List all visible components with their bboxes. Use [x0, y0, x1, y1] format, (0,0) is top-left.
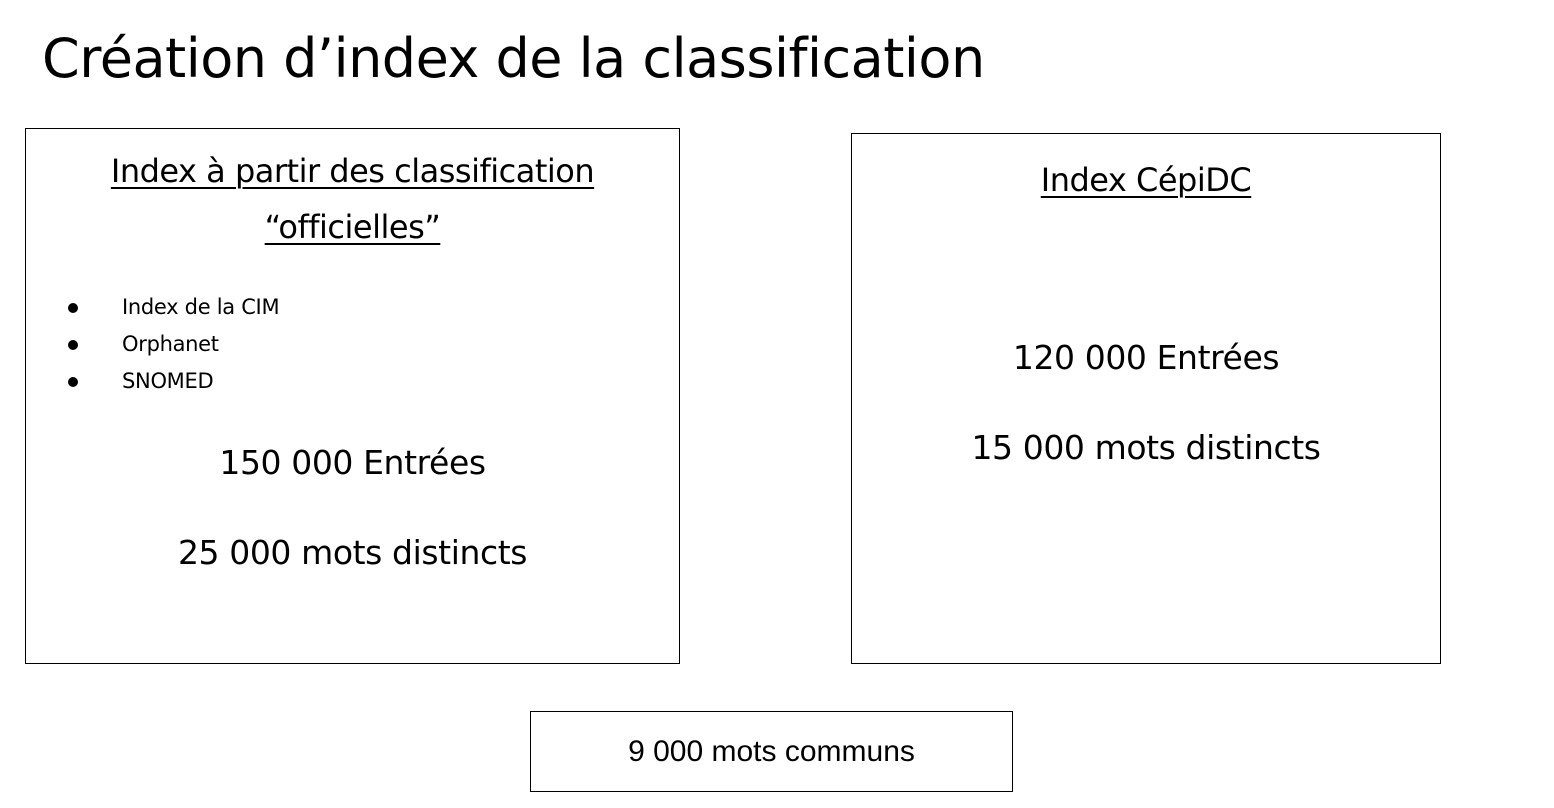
cepidc-distinct-words: 15 000 mots distincts: [971, 428, 1321, 467]
common-words-label: 9 000 mots communs: [628, 735, 915, 768]
official-distinct-words: 25 000 mots distincts: [177, 533, 528, 572]
official-index-heading: Index à partir des classification “offic…: [26, 143, 679, 255]
cepidc-entries-count: 120 000 Entrées: [1012, 338, 1280, 377]
bullet-icon: [68, 303, 78, 313]
source-label-orphanet: Orphanet: [122, 332, 219, 356]
common-words-box: 9 000 mots communs: [530, 711, 1013, 792]
official-index-heading-line2: “officielles”: [264, 208, 441, 246]
cepidc-index-heading: Index CépiDC: [852, 152, 1440, 208]
official-index-heading-line1: Index à partir des classification: [110, 152, 595, 190]
bullet-icon: [68, 340, 78, 350]
official-entries-count: 150 000 Entrées: [219, 443, 486, 482]
official-index-box: Index à partir des classification “offic…: [25, 128, 680, 664]
source-label-cim: Index de la CIM: [122, 295, 280, 319]
cepidc-index-box: Index CépiDC 120 000 Entrées 15 000 mots…: [851, 133, 1441, 664]
source-label-snomed: SNOMED: [122, 369, 214, 393]
cepidc-index-heading-text: Index CépiDC: [1040, 161, 1252, 199]
bullet-icon: [68, 377, 78, 387]
slide-title: Création d’index de la classification: [42, 27, 985, 90]
